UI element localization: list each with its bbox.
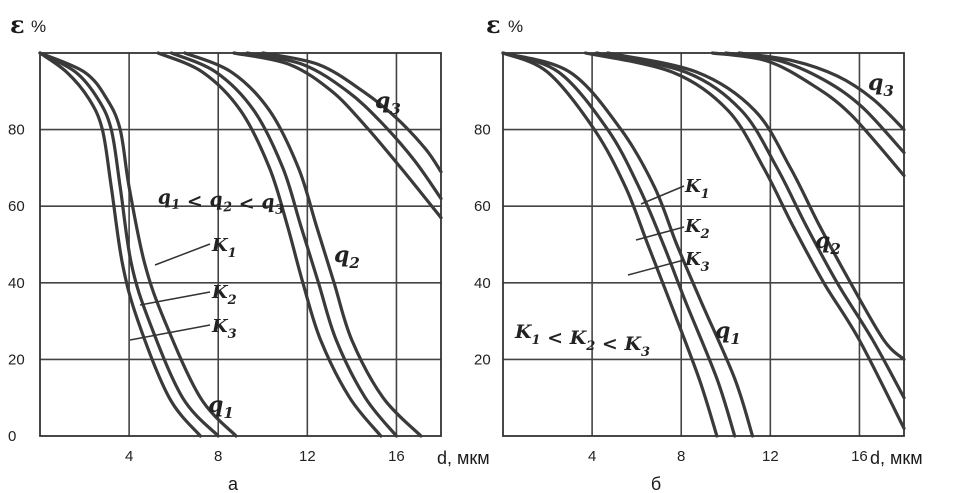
series-line-q2-k2: [169, 51, 399, 438]
x-tick-label: 8: [214, 448, 222, 465]
annotation-leader-k2: [635, 226, 685, 241]
annotation-k3: K3: [211, 316, 237, 342]
x-tick-label: 4: [125, 448, 133, 465]
series-line-q2-k1: [606, 51, 906, 361]
y-tick-label: 40: [474, 275, 491, 292]
annotation-leader-k1: [640, 185, 685, 205]
panel-label: б: [651, 474, 661, 493]
annotation-q3: q3: [868, 70, 894, 100]
y-tick-label: 40: [8, 275, 25, 292]
series-line-q2-k2: [594, 51, 906, 400]
annotation-k2: K2: [211, 282, 237, 308]
x-axis-label: d, мкм: [437, 448, 490, 468]
y-tick-label: 20: [474, 351, 491, 368]
annotation-leader-k3: [627, 259, 685, 276]
x-tick-label: 16: [851, 448, 868, 465]
series-line-q3-k1: [261, 51, 443, 174]
y-axis-label-unit: %: [31, 17, 46, 36]
series-line-q3-k2: [245, 51, 443, 201]
y-tick-label: 60: [8, 198, 25, 215]
annotation-k1: K1: [684, 176, 710, 202]
series-line-q3-k1: [737, 51, 906, 132]
y-tick-label: 0: [8, 428, 16, 445]
series-line-q1-k1: [38, 51, 238, 438]
annotation-leader-k3: [129, 324, 211, 341]
series-line-q2-k3: [583, 51, 906, 430]
annotation-k2: K2: [684, 216, 710, 242]
y-tick-label: 60: [474, 198, 491, 215]
series-line-q2-k3: [156, 51, 383, 438]
annotation-leader-k1: [154, 243, 211, 266]
series-line-q1-k2: [38, 51, 220, 438]
series-line-q2-k1: [183, 51, 423, 438]
y-tick-label: 80: [474, 122, 491, 139]
y-tick-label: 80: [8, 122, 25, 139]
chart-panel-b: 4 8 12 16 20 40 60 80 ε % d, мкм б K1 < K2 < K3 q1 q2 q…: [474, 10, 923, 493]
x-tick-label: 16: [388, 448, 405, 465]
annotation-inequality: q1 < q2 < q3: [157, 178, 285, 226]
panel-label: а: [228, 474, 239, 493]
series-line-q3-k2: [724, 51, 906, 155]
annotation-q1: q1: [208, 392, 234, 422]
x-axis-label: d, мкм: [870, 448, 923, 468]
series-line-q1-k2: [501, 51, 737, 438]
series-line-q1-k3: [38, 51, 202, 438]
x-tick-label: 12: [762, 448, 779, 465]
x-tick-label: 8: [677, 448, 685, 465]
annotation-q3: q3: [375, 88, 401, 118]
plot-frame: [502, 52, 905, 437]
y-axis-label-unit: %: [508, 17, 523, 36]
chart-panel-a: 4 8 12 16 0 20 40 60 80 ε % d, мкм а q1 < q2 < q3 q1 q2…: [8, 10, 490, 493]
annotation-q1: q1: [715, 318, 741, 348]
x-tick-label: 4: [588, 448, 596, 465]
series-line-q3-k3: [232, 51, 443, 220]
annotation-k1: K1: [211, 235, 237, 261]
y-axis-label-symbol: ε: [10, 10, 25, 39]
annotation-q2: q2: [815, 228, 841, 258]
annotation-inequality: K1 < K2 < K3: [514, 321, 650, 360]
series-line-q1-k3: [501, 51, 719, 438]
annotation-q2: q2: [334, 242, 360, 272]
annotation-k3: K3: [684, 249, 710, 275]
x-tick-label: 12: [299, 448, 316, 465]
series-line-q3-k3: [710, 51, 906, 178]
series-line-q1-k1: [501, 51, 755, 438]
y-axis-label-symbol: ε: [486, 10, 501, 39]
annotation-leader-k2: [139, 291, 211, 306]
y-tick-label: 20: [8, 351, 25, 368]
